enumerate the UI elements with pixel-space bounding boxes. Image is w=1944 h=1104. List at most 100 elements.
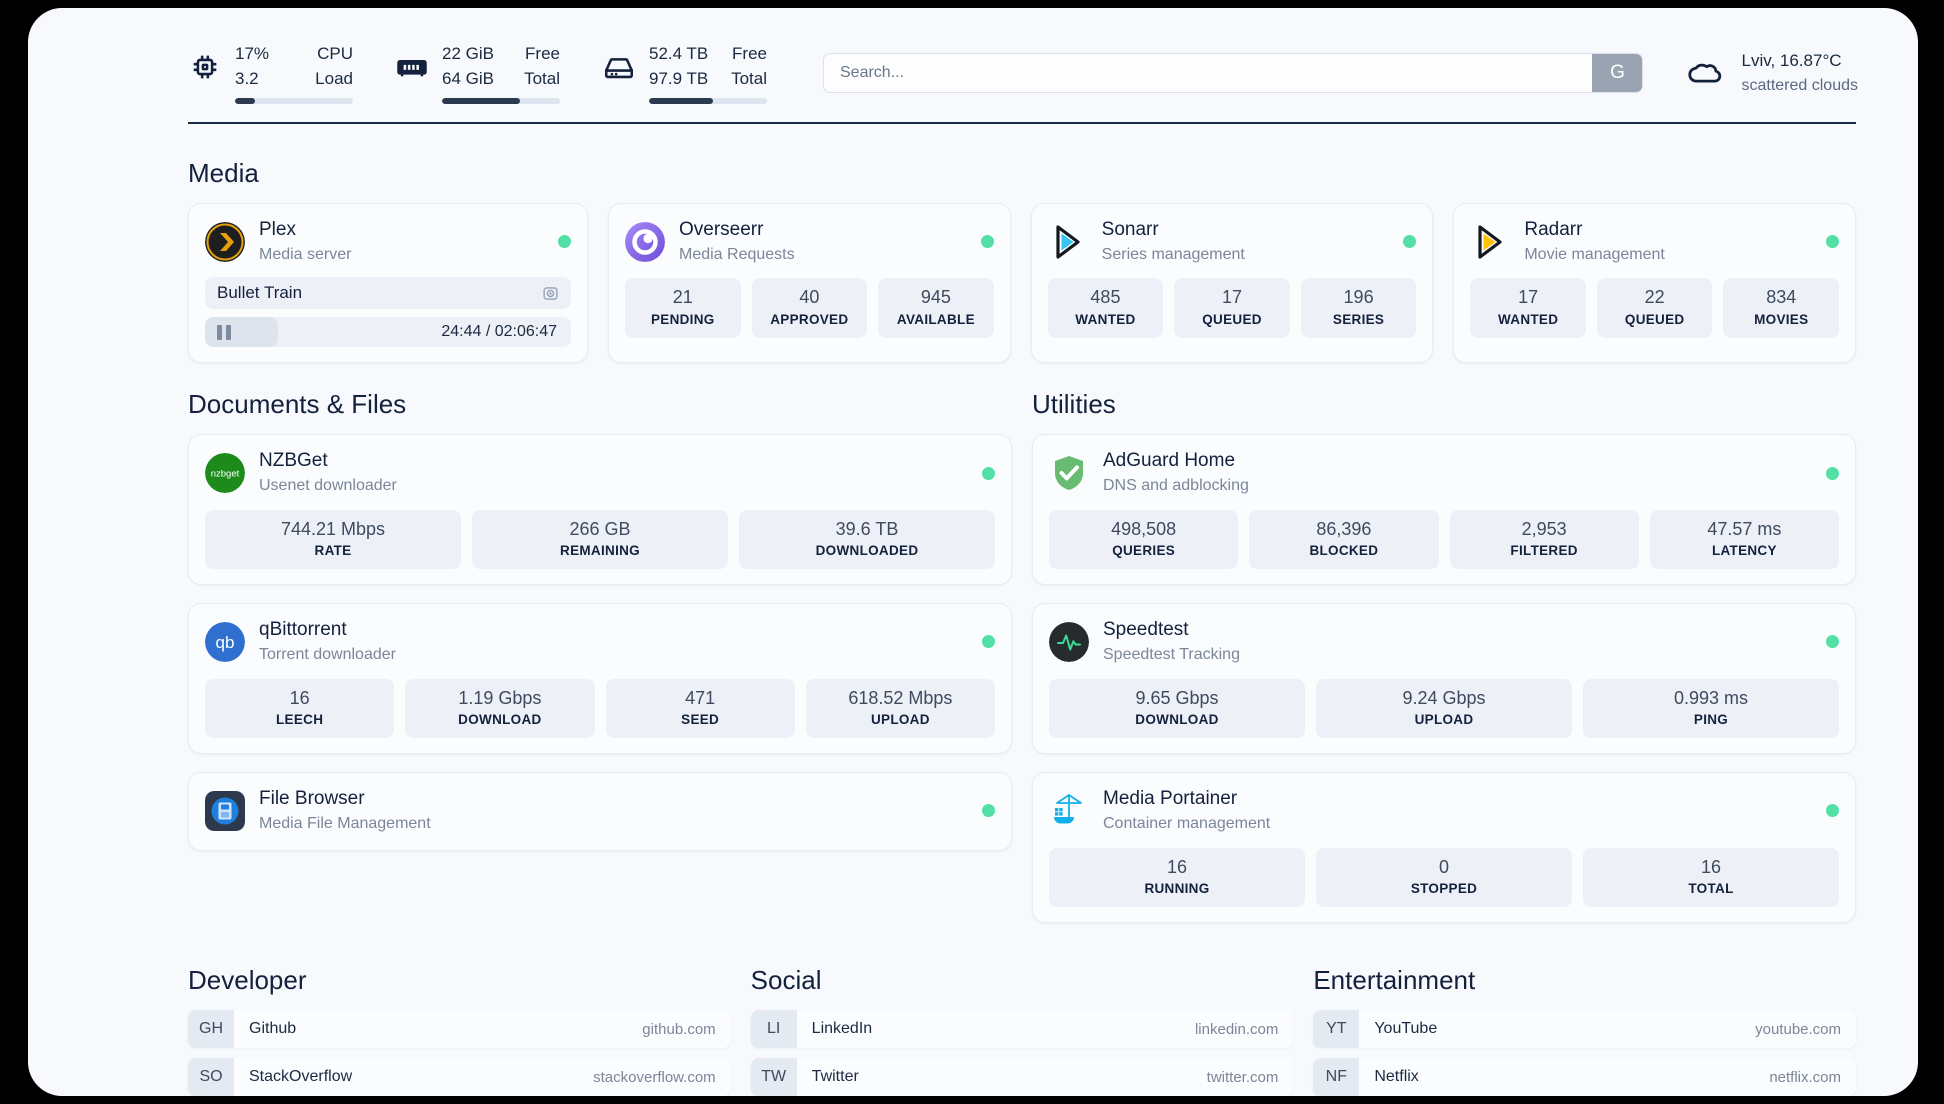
stat-value: 17 — [1518, 287, 1539, 308]
stat-box: 16 RUNNING — [1049, 847, 1305, 908]
overseerr-stats: 21 PENDING 40 APPROVED 945 AVAILABLE — [625, 278, 994, 338]
stat-box: 22 QUEUED — [1596, 278, 1713, 338]
bookmark-name: Twitter — [811, 1068, 859, 1086]
plex-progress-fill — [205, 317, 279, 348]
stat-label: PENDING — [650, 311, 715, 327]
stat-label: QUERIES — [1112, 543, 1176, 559]
speedtest-status-indicator — [1826, 635, 1839, 649]
nzbget-status-indicator — [982, 466, 995, 480]
stat-box: 86,396 BLOCKED — [1249, 509, 1439, 570]
svg-text:qb: qb — [216, 633, 235, 652]
stat-label: AVAILABLE — [896, 311, 975, 327]
search-input[interactable] — [824, 54, 1593, 92]
top-bar: 17% 3.2 CPU Load — [28, 8, 1918, 108]
stat-value: 744.21 Mbps — [280, 518, 386, 539]
card-plex[interactable]: Plex Media server Bullet Train — [188, 203, 588, 364]
stat-value: 0.993 ms — [1673, 687, 1749, 708]
bookmark-item[interactable]: TW Twitter twitter.com — [750, 1058, 1294, 1096]
stat-box: 0 STOPPED — [1316, 847, 1572, 908]
cpu-meter — [235, 97, 353, 104]
bookmark-abbr: GH — [188, 1010, 234, 1049]
bookmark-group-developer: Developer GH Github github.com SO StackO… — [188, 965, 731, 1096]
stat-value: 22 — [1644, 287, 1665, 308]
section-title-documents: Documents & Files — [188, 389, 407, 420]
qbittorrent-subtitle: Torrent downloader — [259, 646, 396, 664]
bookmark-group-title: Developer — [188, 965, 307, 996]
google-search-button[interactable]: G — [1592, 54, 1643, 92]
bookmark-name: LinkedIn — [811, 1020, 873, 1038]
stat-value: 16 — [1166, 856, 1188, 877]
cast-icon[interactable] — [542, 285, 559, 302]
card-adguard[interactable]: AdGuard Home DNS and adblocking 498,508 … — [1032, 434, 1856, 586]
disk-meter — [649, 97, 767, 104]
stat-label: PING — [1693, 712, 1729, 728]
stat-label: UPLOAD — [1414, 712, 1474, 728]
stat-value: 834 — [1766, 287, 1797, 308]
cpu-stat-group: 17% 3.2 CPU Load — [188, 42, 353, 104]
stat-label: RUNNING — [1144, 880, 1210, 896]
stat-value: 196 — [1343, 287, 1374, 308]
card-portainer[interactable]: Media Portainer Container management 16 … — [1032, 772, 1856, 924]
bookmark-group-entertainment: Entertainment YT YouTube youtube.com NF … — [1313, 965, 1857, 1096]
stat-box: 9.24 Gbps UPLOAD — [1316, 678, 1572, 739]
ram-value-secondary: 64 GiB — [442, 68, 494, 88]
stat-value: 16 — [289, 687, 310, 708]
stat-label: TOTAL — [1688, 880, 1734, 896]
bookmark-item[interactable]: NF Netflix netflix.com — [1313, 1058, 1857, 1096]
nzbget-subtitle: Usenet downloader — [259, 477, 397, 495]
nzbget-stats: 744.21 Mbps RATE 266 GB REMAINING 39.6 T… — [205, 509, 995, 570]
bookmarks-row: Developer GH Github github.com SO StackO… — [188, 965, 1857, 1096]
bookmark-group-title: Social — [750, 965, 822, 996]
bookmark-item[interactable]: GH Github github.com — [188, 1010, 731, 1049]
stat-box: 39.6 TB DOWNLOADED — [739, 509, 995, 570]
qbittorrent-status-indicator — [982, 635, 995, 649]
speedtest-subtitle: Speedtest Tracking — [1103, 646, 1240, 664]
bookmark-abbr: LI — [750, 1010, 797, 1049]
stat-box: 0.993 ms PING — [1583, 678, 1839, 739]
column-documents: Documents & Files nzbget NZBGet — [188, 389, 1012, 923]
stat-label: WANTED — [1497, 311, 1559, 327]
weather-widget: Lviv, 16.87°C scattered clouds — [1685, 49, 1858, 97]
filebrowser-status-indicator — [982, 804, 995, 818]
pause-icon[interactable] — [217, 324, 231, 340]
bookmark-url: stackoverflow.com — [593, 1068, 716, 1086]
bookmark-item[interactable]: YT YouTube youtube.com — [1313, 1010, 1857, 1049]
plex-progress-bar[interactable]: 24:44 / 02:06:47 — [205, 317, 571, 348]
stat-value: 39.6 TB — [835, 518, 899, 539]
stat-box: 17 QUEUED — [1174, 278, 1290, 338]
stat-label: DOWNLOAD — [1135, 712, 1219, 728]
bookmark-item[interactable]: SO StackOverflow stackoverflow.com — [188, 1058, 731, 1096]
sonarr-icon — [1048, 222, 1088, 262]
svg-text:nzbget: nzbget — [211, 469, 240, 480]
card-speedtest[interactable]: Speedtest Speedtest Tracking 9.65 Gbps D… — [1032, 603, 1856, 755]
adguard-name: AdGuard Home — [1103, 450, 1236, 472]
stat-box: 16 TOTAL — [1583, 847, 1839, 908]
adguard-stats: 498,508 QUERIES 86,396 BLOCKED 2,953 FIL… — [1049, 509, 1839, 570]
card-filebrowser[interactable]: File Browser Media File Management — [188, 772, 1012, 851]
adguard-status-indicator — [1826, 466, 1839, 480]
card-radarr[interactable]: Radarr Movie management 17 WANTED 22 QUE… — [1453, 203, 1857, 364]
stat-value: 485 — [1090, 287, 1121, 308]
stat-box: 2,953 FILTERED — [1449, 509, 1639, 570]
cloud-icon — [1685, 56, 1727, 90]
bookmark-item[interactable]: LI LinkedIn linkedin.com — [750, 1010, 1294, 1049]
search-bar[interactable]: G — [823, 53, 1644, 93]
card-sonarr[interactable]: Sonarr Series management 485 WANTED 17 Q… — [1030, 203, 1434, 364]
radarr-icon — [1470, 222, 1510, 262]
stat-label: QUEUED — [1624, 311, 1685, 327]
card-overseerr[interactable]: Overseerr Media Requests 21 PENDING 40 A… — [608, 203, 1011, 364]
radarr-name: Radarr — [1524, 219, 1583, 240]
bookmark-abbr: TW — [750, 1058, 797, 1096]
cpu-label: CPU — [317, 44, 353, 64]
stat-value: 471 — [685, 687, 716, 708]
card-nzbget[interactable]: nzbget NZBGet Usenet downloader 74 — [188, 434, 1012, 586]
speedtest-icon — [1049, 621, 1089, 662]
stat-box: 1.19 Gbps DOWNLOAD — [405, 678, 595, 739]
stat-box: 498,508 QUERIES — [1049, 509, 1239, 570]
stat-value: 9.24 Gbps — [1402, 687, 1486, 708]
plex-status-indicator — [558, 235, 571, 249]
sonarr-subtitle: Series management — [1101, 245, 1245, 263]
card-qbittorrent[interactable]: qb qBittorrent Torrent downloader — [188, 603, 1012, 755]
plex-icon — [205, 221, 245, 262]
stat-box: 40 APPROVED — [751, 278, 868, 338]
